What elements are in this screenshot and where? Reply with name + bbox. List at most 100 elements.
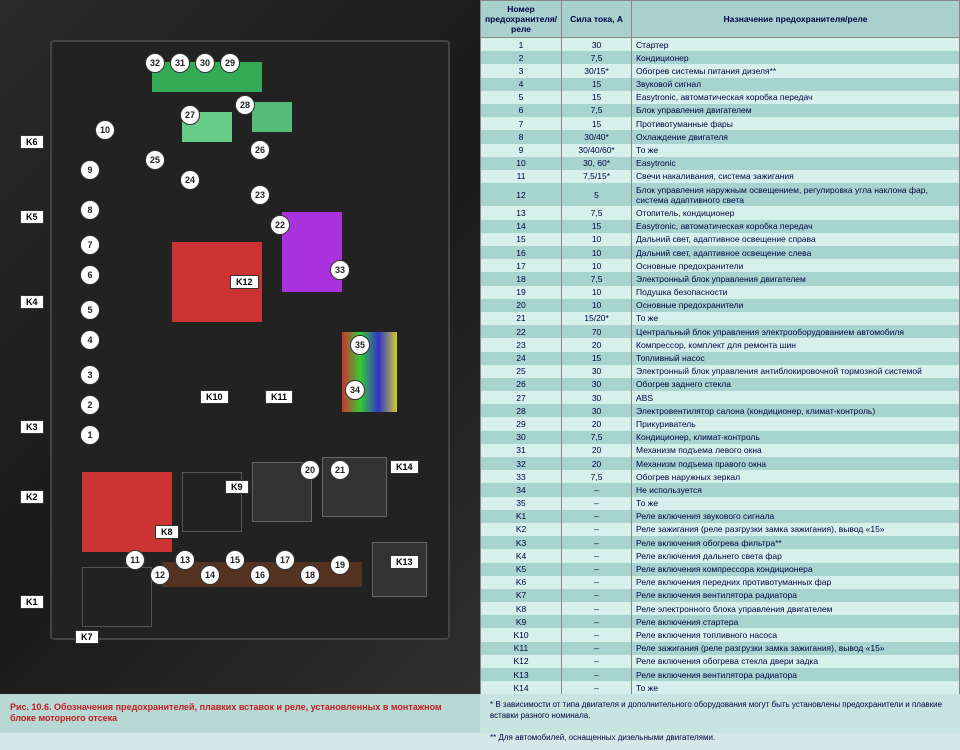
cell-amperage: 15 [562, 117, 632, 130]
callout-badge-4: 4 [80, 330, 100, 350]
callout-badge-1: 1 [80, 425, 100, 445]
table-row: 2010Основные предохранители [481, 299, 960, 312]
cell-number: 23 [481, 338, 562, 351]
cell-number: 29 [481, 417, 562, 430]
cell-number: K4 [481, 549, 562, 562]
cell-amperage: – [562, 681, 632, 694]
cell-amperage: – [562, 576, 632, 589]
callout-badge-26: 26 [250, 140, 270, 160]
callout-badge-2: 2 [80, 395, 100, 415]
callout-badge-31: 31 [170, 53, 190, 73]
callout-badge-6: 6 [80, 265, 100, 285]
table-row: 1415Easytronic, автоматическая коробка п… [481, 220, 960, 233]
callout-badge-20: 20 [300, 460, 320, 480]
cell-description: Дальний свет, адаптивное освещение справ… [632, 233, 960, 246]
cell-description: Не используется [632, 483, 960, 496]
cell-description: Реле включения обогрева стекла двери зад… [632, 655, 960, 668]
table-row: K5–Реле включения компрессора кондиционе… [481, 563, 960, 576]
cell-amperage: 7,5 [562, 431, 632, 444]
cell-number: 12 [481, 183, 562, 206]
table-row: 1610Дальний свет, адаптивное освещение с… [481, 246, 960, 259]
cell-amperage: – [562, 602, 632, 615]
cell-number: 3 [481, 64, 562, 77]
cell-number: K9 [481, 615, 562, 628]
cell-number: 7 [481, 117, 562, 130]
cell-description: Обогрев системы питания дизеля** [632, 64, 960, 77]
cell-description: Реле зажигания (реле разгрузки замка заж… [632, 642, 960, 655]
callout-badge-18: 18 [300, 565, 320, 585]
cell-amperage: 15 [562, 220, 632, 233]
cell-number: 26 [481, 378, 562, 391]
cell-description: Электронный блок управления двигателем [632, 272, 960, 285]
cell-number: 28 [481, 404, 562, 417]
footnote-2: ** Для автомобилей, оснащенных дизельным… [480, 727, 960, 749]
cell-amperage: 30, 60* [562, 157, 632, 170]
cell-amperage: 7,5 [562, 104, 632, 117]
table-row: 2730ABS [481, 391, 960, 404]
footnote-1: * В зависимости от типа двигателя и допо… [480, 694, 960, 727]
table-row: 187,5Электронный блок управления двигате… [481, 272, 960, 285]
relay-label-k3: K3 [20, 420, 44, 434]
cell-amperage: – [562, 523, 632, 536]
table-row: K12–Реле включения обогрева стекла двери… [481, 655, 960, 668]
cell-amperage: 15 [562, 91, 632, 104]
cell-description: Easytronic [632, 157, 960, 170]
cell-number: K6 [481, 576, 562, 589]
cell-description: Звуковой сигнал [632, 78, 960, 91]
table-row: 715Противотуманные фары [481, 117, 960, 130]
cell-amperage: – [562, 628, 632, 641]
cell-amperage: 20 [562, 417, 632, 430]
relay-label-k9: K9 [225, 480, 249, 494]
cell-amperage: 30/40* [562, 130, 632, 143]
cell-number: K12 [481, 655, 562, 668]
cell-number: K11 [481, 642, 562, 655]
cell-amperage: – [562, 549, 632, 562]
relay-label-k6: K6 [20, 135, 44, 149]
th-amperage: Сила тока, А [562, 1, 632, 38]
table-row: 67,5Блок управления двигателем [481, 104, 960, 117]
cell-number: 14 [481, 220, 562, 233]
relay-label-k2: K2 [20, 490, 44, 504]
table-row: K13–Реле включения вентилятора радиатора [481, 668, 960, 681]
cell-number: 21 [481, 312, 562, 325]
cell-number: 34 [481, 483, 562, 496]
cell-amperage: 10 [562, 286, 632, 299]
cell-description: Прикуриватель [632, 417, 960, 430]
callout-badge-22: 22 [270, 215, 290, 235]
cell-number: K14 [481, 681, 562, 694]
table-row: 1910Подушка безопасности [481, 286, 960, 299]
table-row: 3220Механизм подъема правого окна [481, 457, 960, 470]
cell-number: 6 [481, 104, 562, 117]
cell-number: 8 [481, 130, 562, 143]
cell-number: K7 [481, 589, 562, 602]
table-row: 125Блок управления наружным освещением, … [481, 183, 960, 206]
connector-purple [282, 212, 342, 292]
table-row: K6–Реле включения передних противотуманн… [481, 576, 960, 589]
callout-badge-23: 23 [250, 185, 270, 205]
callout-badge-3: 3 [80, 365, 100, 385]
cell-amperage: 20 [562, 457, 632, 470]
table-row: 415Звуковой сигнал [481, 78, 960, 91]
callout-badge-35: 35 [350, 335, 370, 355]
cell-number: K13 [481, 668, 562, 681]
cell-description: Электровентилятор салона (кондиционер, к… [632, 404, 960, 417]
cell-amperage: 10 [562, 233, 632, 246]
cell-number: K8 [481, 602, 562, 615]
table-row: K2–Реле зажигания (реле разгрузки замка … [481, 523, 960, 536]
relay-k2 [82, 472, 172, 552]
cell-amperage: 30 [562, 38, 632, 52]
cell-number: 11 [481, 170, 562, 183]
relay-label-k14: K14 [390, 460, 419, 474]
cell-number: 30 [481, 431, 562, 444]
cell-number: 1 [481, 38, 562, 52]
callout-badge-17: 17 [275, 550, 295, 570]
relay-label-k5: K5 [20, 210, 44, 224]
cell-number: 15 [481, 233, 562, 246]
callout-badge-13: 13 [175, 550, 195, 570]
table-row: 137,5Отопитель, кондиционер [481, 206, 960, 219]
callout-badge-24: 24 [180, 170, 200, 190]
cell-number: 5 [481, 91, 562, 104]
cell-description: Центральный блок управления электрообору… [632, 325, 960, 338]
cell-description: Реле включения топливного насоса [632, 628, 960, 641]
cell-description: Блок управления наружным освещением, рег… [632, 183, 960, 206]
